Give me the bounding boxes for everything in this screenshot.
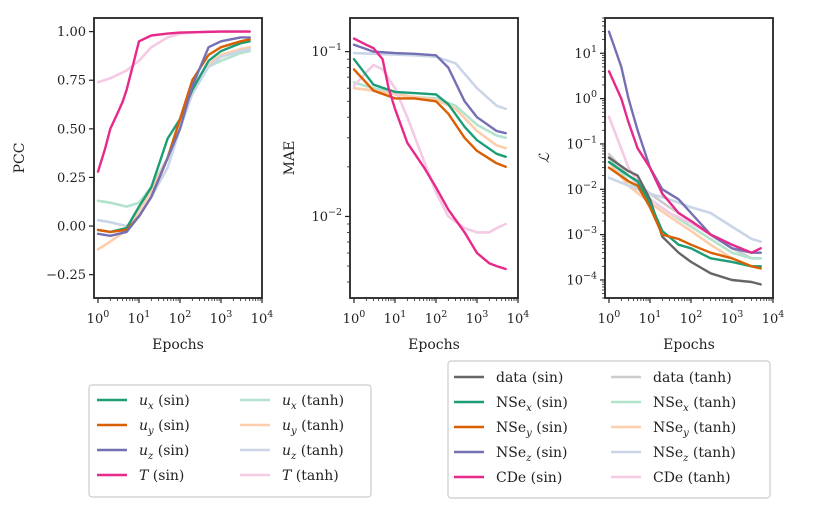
series-line-cde-sin (607, 70, 762, 254)
chart-pcc: 100 101 102 103 104 −0.25 0.00 0.25 0.50 0.75 1.00… (12, 17, 274, 353)
legend-entry: uy (sin) (139, 418, 190, 437)
y-tick-label: 100 (574, 89, 597, 107)
x-tick-label: 104 (251, 309, 274, 327)
y-tick-label: 1.00 (57, 25, 86, 40)
y-axis-label: ℒ (537, 152, 553, 163)
y-tick-label: 10−1 (311, 42, 342, 60)
x-tick-label: 103 (721, 309, 744, 327)
legend-entry: ux (sin) (139, 393, 190, 412)
legend-entry: NSez (sin) (496, 445, 567, 464)
y-tick-label: 10−2 (311, 207, 342, 225)
series-line-u-y-sin (96, 38, 251, 234)
legend-entry: CDe (sin) (496, 470, 562, 486)
legend-entry: uz (sin) (139, 443, 189, 462)
legend-entry: NSez (tanh) (653, 445, 736, 464)
y-tick-label: 10−1 (566, 134, 597, 152)
legend-frame (447, 360, 771, 499)
series-line-u-z-sin (96, 36, 251, 238)
x-tick-label: 101 (384, 309, 407, 327)
x-axis-label: Epochs (152, 337, 204, 353)
legend-entry: NSex (tanh) (653, 395, 736, 414)
x-tick-label: 103 (466, 309, 489, 327)
series-line-u-x-sin (96, 40, 251, 234)
series-line-t-sin (352, 37, 507, 271)
chart-mae: 100 101 102 103 104 10−2 10−1 Epochs MAE (282, 17, 530, 353)
x-tick-label: 100 (87, 309, 110, 327)
series-line-nse-z-tanh (607, 176, 763, 243)
chart-loss: 100 101 102 103 10410−410−310−210−1100101Epo… (537, 17, 785, 353)
x-tick-label: 100 (343, 309, 366, 327)
series-line-t-sin (96, 30, 251, 173)
x-tick-label: 101 (639, 309, 662, 327)
series-line-u-z-tanh (96, 47, 251, 228)
series-line-data-sin (607, 156, 762, 286)
series-line-u-y-sin (352, 68, 507, 169)
series-group (352, 37, 508, 271)
y-tick-label: 10−3 (566, 225, 597, 243)
series-line-nse-x-sin (607, 160, 762, 268)
y-axis-label: MAE (282, 141, 298, 176)
axes-frame (93, 17, 263, 299)
legend-entry: ux (tanh) (282, 393, 344, 412)
chart-panels: 100 101 102 103 104 −0.25 0.00 0.25 0.50 0.75 1.00… (12, 17, 785, 353)
y-tick-label: 0.50 (57, 122, 86, 137)
series-line-nse-y-sin (607, 166, 762, 270)
legend-entry: NSey (tanh) (653, 420, 736, 439)
legend-entry: T (tanh) (282, 468, 339, 484)
series-line-nse-z-sin (607, 30, 762, 254)
y-tick-label: 101 (574, 44, 597, 62)
legend-entry: CDe (tanh) (653, 470, 731, 486)
legend-entry: T (sin) (139, 468, 184, 484)
x-tick-label: 101 (128, 309, 151, 327)
legend-entry: NSey (sin) (496, 420, 568, 439)
x-tick-label: 104 (507, 309, 530, 327)
legend-entry: data (tanh) (653, 370, 732, 386)
legend-entry: NSex (sin) (496, 395, 568, 414)
legend-entry: data (sin) (496, 370, 563, 386)
x-tick-label: 102 (680, 309, 703, 327)
x-tick-label: 104 (762, 309, 785, 327)
series-line-u-x-sin (352, 58, 507, 159)
y-tick-label: 10−2 (566, 180, 597, 198)
series-line-u-y-tanh (352, 86, 508, 150)
axes-frame (349, 17, 519, 299)
x-axis-label: Epochs (663, 337, 715, 353)
x-axis-label: Epochs (408, 337, 460, 353)
x-tick-label: 102 (425, 309, 448, 327)
legend-right: data (sin) NSex (sin) NSey (sin) NSez (sin)… (447, 360, 771, 499)
series-group (607, 30, 763, 286)
x-tick-label: 103 (210, 309, 233, 327)
y-tick-label: 10−4 (566, 270, 597, 288)
y-tick-label: 0.25 (57, 171, 86, 186)
x-tick-label: 102 (169, 309, 192, 327)
y-tick-label: 0.00 (57, 220, 86, 235)
x-tick-label: 100 (598, 309, 621, 327)
y-tick-label: −0.25 (46, 268, 86, 283)
y-axis-label: PCC (12, 143, 28, 174)
series-line-u-x-tanh (352, 81, 508, 140)
series-group (96, 30, 251, 251)
y-tick-label: 0.75 (57, 74, 86, 89)
legend-left: ux (sin) uy (sin) uz (sin) T (sin) ux (tanh)… (88, 384, 372, 498)
series-line-u-z-sin (352, 43, 507, 135)
legend-entry: uz (tanh) (282, 443, 344, 462)
legend-frame (88, 384, 372, 498)
legend-entry: uy (tanh) (282, 418, 344, 437)
